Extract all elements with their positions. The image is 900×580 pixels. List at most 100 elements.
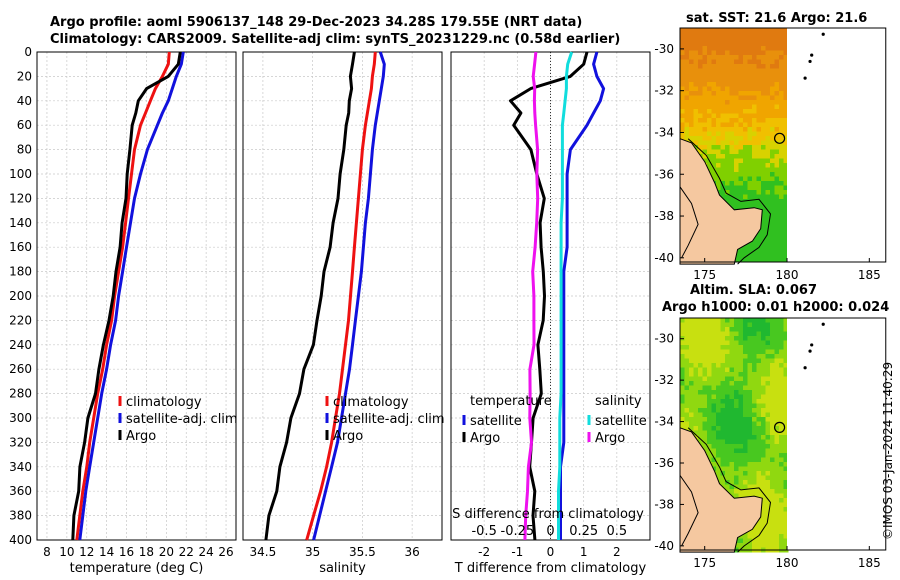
map-cell — [743, 185, 748, 191]
map-cell — [729, 136, 735, 141]
map-cell — [743, 176, 748, 182]
map-cell — [698, 336, 703, 341]
map-cell — [738, 489, 744, 494]
map-cell — [729, 100, 735, 105]
map-cell — [738, 354, 744, 359]
map-cell — [783, 104, 789, 110]
map-cell — [725, 145, 730, 150]
map-cell — [729, 480, 735, 485]
map-cell — [716, 372, 721, 377]
map-cell — [743, 336, 748, 341]
map-cell — [707, 318, 712, 323]
map-cell — [729, 322, 735, 328]
map-cell — [752, 421, 757, 427]
map-cell — [738, 149, 744, 155]
map-cell — [707, 412, 712, 418]
map-cell — [779, 64, 784, 69]
map-cell — [761, 104, 766, 110]
map-cell — [743, 257, 748, 263]
map-cell — [729, 95, 735, 101]
legend-label: Argo — [126, 429, 156, 444]
map-cell — [707, 345, 712, 350]
x-tick-label: 2 — [613, 545, 621, 559]
map-cell — [761, 86, 766, 92]
map-cell — [680, 358, 685, 364]
map-cell — [770, 145, 775, 150]
map-cell — [747, 489, 753, 494]
map-cell — [783, 448, 789, 454]
map-cell — [779, 257, 784, 263]
map-cell — [770, 149, 775, 155]
map-cell — [752, 471, 757, 476]
map-cell — [752, 194, 757, 200]
map-frame — [679, 27, 887, 263]
map-cell — [761, 484, 766, 490]
map-cell — [725, 68, 730, 74]
x-tick-label: 26 — [218, 545, 233, 559]
map-cell — [743, 363, 748, 368]
map-cell — [711, 113, 717, 119]
map-cell — [774, 95, 780, 101]
map-cell — [765, 412, 771, 418]
map-cell — [734, 167, 739, 173]
map-cell — [756, 194, 762, 200]
map-cell — [779, 358, 784, 364]
map-cell — [783, 408, 789, 413]
map-cell — [693, 421, 699, 427]
map-cell — [734, 91, 739, 96]
map-cell — [765, 372, 771, 377]
map-cell — [738, 172, 744, 177]
map-cell — [743, 64, 748, 69]
map-cell — [716, 363, 721, 368]
map-cell — [725, 376, 730, 382]
map-cell — [761, 172, 766, 177]
map-cell — [693, 50, 699, 56]
map-x-tick-label: 185 — [858, 556, 881, 570]
map-cell — [734, 367, 739, 373]
map-cell — [752, 385, 757, 391]
y-tick-label: 80 — [17, 143, 32, 157]
map-cell — [711, 336, 717, 341]
map-cell — [707, 91, 712, 96]
map-cell — [783, 367, 789, 373]
map-cell — [738, 399, 744, 404]
map-cell — [743, 41, 748, 47]
map-cell — [756, 466, 762, 472]
map-cell — [702, 327, 708, 332]
map-cell — [720, 140, 726, 146]
map-cell — [680, 331, 685, 337]
map-cell — [716, 136, 721, 141]
map-cell — [729, 385, 735, 391]
map-cell — [698, 95, 703, 101]
map-cell — [765, 322, 771, 328]
map-cell — [774, 104, 780, 110]
map-cell — [765, 507, 771, 512]
map-cell — [716, 149, 721, 155]
map-cell — [779, 230, 784, 236]
map-cell — [765, 457, 771, 463]
map-cell — [684, 113, 690, 119]
map-cell — [684, 95, 690, 101]
map-cell — [774, 453, 780, 458]
map-cell — [743, 322, 748, 328]
map-cell — [725, 59, 730, 65]
map-cell — [747, 543, 753, 548]
map-cell — [743, 136, 748, 141]
map-cell — [783, 154, 789, 159]
map-cell — [702, 145, 708, 150]
map-cell — [707, 68, 712, 74]
map-cell — [734, 493, 739, 499]
map-cell — [716, 322, 721, 328]
map-cell — [711, 145, 717, 150]
map-cell — [684, 403, 690, 409]
map-cell — [752, 448, 757, 454]
map-cell — [770, 230, 775, 236]
map-cell — [743, 32, 748, 38]
map-cell — [680, 131, 685, 137]
map-cell — [689, 421, 694, 427]
map-cell — [729, 118, 735, 123]
map-cell — [711, 172, 717, 177]
map-cell — [756, 109, 762, 114]
map-cell — [711, 64, 717, 69]
map-cell — [779, 435, 784, 440]
